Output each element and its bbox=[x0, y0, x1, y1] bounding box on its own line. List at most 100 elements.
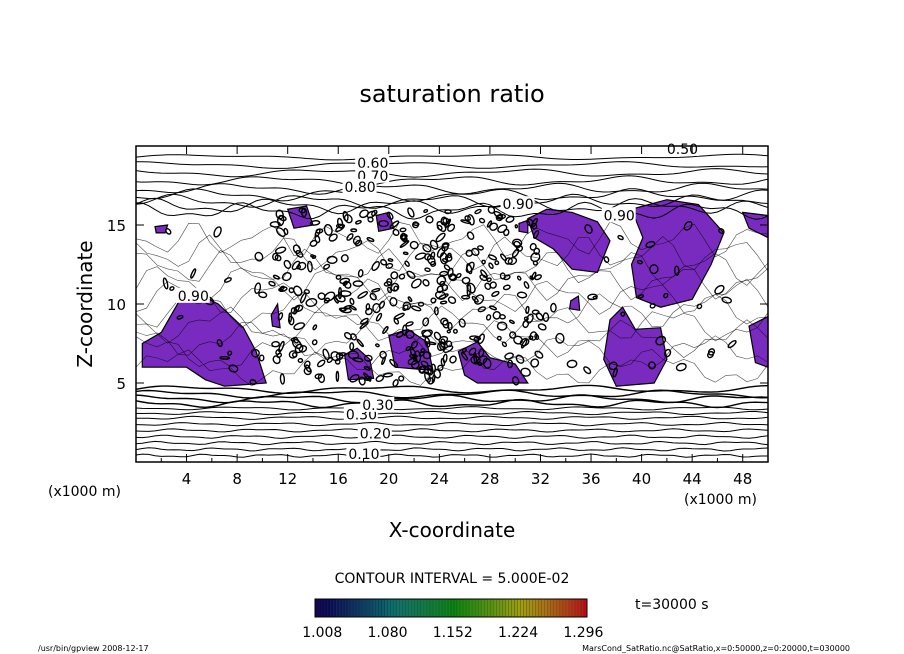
colorbar-segment bbox=[318, 599, 322, 617]
speckle-contour bbox=[523, 281, 530, 289]
speckle-contour bbox=[707, 348, 716, 356]
speckle-contour bbox=[389, 220, 400, 229]
speckle-contour bbox=[355, 220, 362, 225]
colorbar-segment bbox=[414, 599, 418, 617]
contour-label: 0.30 bbox=[362, 398, 393, 414]
speckle-contour bbox=[343, 214, 353, 224]
x-tick-labels: 4 8 12 16 20 24 28 32 36 40 44 48 bbox=[182, 470, 752, 488]
speckle-contour bbox=[435, 232, 446, 243]
speckle-contour bbox=[323, 297, 330, 304]
colorbar-segment bbox=[366, 599, 370, 617]
speckle-contour bbox=[303, 367, 312, 376]
speckle-contour bbox=[385, 262, 394, 269]
lower-contour-line bbox=[135, 398, 769, 409]
speckle-contour bbox=[683, 220, 693, 231]
speckle-contour bbox=[358, 376, 366, 386]
colorbar-segment bbox=[529, 599, 533, 617]
upper-contour-line bbox=[135, 168, 769, 178]
speckle-contour bbox=[477, 306, 487, 313]
x-tick-label: 40 bbox=[632, 470, 651, 488]
speckle-contour bbox=[291, 352, 298, 358]
colorbar-segment bbox=[493, 599, 497, 617]
speckle-contour bbox=[447, 296, 457, 304]
speckle-contour bbox=[176, 314, 184, 320]
speckle-contour bbox=[413, 350, 422, 363]
speckle-contour bbox=[363, 354, 373, 362]
speckle-contour bbox=[535, 312, 544, 321]
colorbar-frame bbox=[314, 598, 588, 618]
speckle-contour bbox=[418, 365, 426, 374]
speckle-contour bbox=[718, 227, 725, 235]
speckle-contour bbox=[430, 260, 437, 267]
mid-contour-line bbox=[135, 248, 769, 286]
colorbar-segment bbox=[556, 599, 560, 617]
speckle-contour bbox=[405, 321, 414, 327]
speckle-contour bbox=[424, 253, 432, 261]
colorbar-segment bbox=[559, 599, 563, 617]
z-tick-label: 15 bbox=[107, 217, 126, 235]
speckle-contour bbox=[479, 274, 488, 282]
speckle-contour bbox=[430, 297, 437, 304]
footer-left: /usr/bin/gpview 2008-12-17 bbox=[38, 644, 149, 653]
speckle-contour bbox=[508, 319, 515, 325]
speckle-contour bbox=[290, 307, 298, 315]
speckle-contour bbox=[227, 350, 233, 356]
colorbar-segment bbox=[342, 599, 346, 617]
colorbar-segment bbox=[574, 599, 578, 617]
speckle-contour bbox=[496, 321, 508, 331]
speckle-contour bbox=[328, 233, 338, 242]
speckle-contour bbox=[721, 296, 733, 304]
speckle-contour bbox=[279, 373, 286, 385]
mid-contour-line bbox=[135, 349, 769, 387]
speckle-contour bbox=[297, 261, 307, 271]
contour-label-bg bbox=[601, 207, 636, 223]
colorbar-segment bbox=[432, 599, 436, 617]
speckle-contour bbox=[425, 215, 434, 224]
speckle-contour bbox=[503, 228, 510, 237]
speckle-contour bbox=[219, 355, 231, 360]
speckle-contour bbox=[620, 311, 626, 317]
speckle-contour bbox=[323, 263, 331, 270]
colorbar-segment bbox=[333, 599, 337, 617]
speckle-contour bbox=[366, 210, 376, 219]
speckle-contour bbox=[258, 354, 265, 362]
colorbar-segment bbox=[505, 599, 509, 617]
speckle-contour bbox=[162, 277, 169, 290]
speckle-contour bbox=[335, 223, 345, 229]
speckle-contour bbox=[436, 275, 447, 286]
speckle-contour bbox=[514, 224, 519, 229]
contour-label: 0.20 bbox=[360, 426, 391, 442]
supersaturation-region-3 bbox=[343, 347, 375, 381]
colorbar-segment bbox=[357, 599, 361, 617]
colorbar-segment bbox=[420, 599, 424, 617]
speckle-contour bbox=[272, 355, 281, 365]
speckle-contour bbox=[438, 293, 449, 300]
colorbar-segment bbox=[511, 599, 515, 617]
speckle-contour bbox=[433, 306, 439, 316]
speckle-contour bbox=[675, 362, 687, 372]
speckle-contour bbox=[268, 280, 276, 287]
colorbar-segment bbox=[348, 599, 352, 617]
speckle-contour bbox=[190, 268, 197, 279]
contour-label-bg bbox=[500, 196, 535, 212]
speckle-contour bbox=[165, 228, 172, 235]
speckle-contour bbox=[494, 260, 500, 266]
x-tick-label: 20 bbox=[379, 470, 398, 488]
x-tick-label: 4 bbox=[182, 470, 192, 488]
contour-speckle bbox=[135, 205, 769, 387]
contour-lines bbox=[135, 153, 769, 458]
colorbar-segment bbox=[463, 599, 467, 617]
speckle-contour bbox=[378, 219, 389, 228]
speckle-contour bbox=[464, 215, 472, 222]
speckle-contour bbox=[369, 292, 377, 301]
speckle-contour bbox=[386, 211, 394, 220]
upper-contour-line bbox=[135, 153, 769, 161]
speckle-contour bbox=[495, 213, 506, 220]
axis-ticks bbox=[136, 146, 768, 462]
upper-contour-line bbox=[136, 161, 769, 169]
speckle-contour bbox=[422, 317, 430, 327]
x-axis-label: X-coordinate bbox=[389, 518, 516, 542]
speckle-contour bbox=[349, 342, 355, 351]
speckle-contour bbox=[338, 307, 347, 312]
speckle-contour bbox=[382, 372, 394, 378]
